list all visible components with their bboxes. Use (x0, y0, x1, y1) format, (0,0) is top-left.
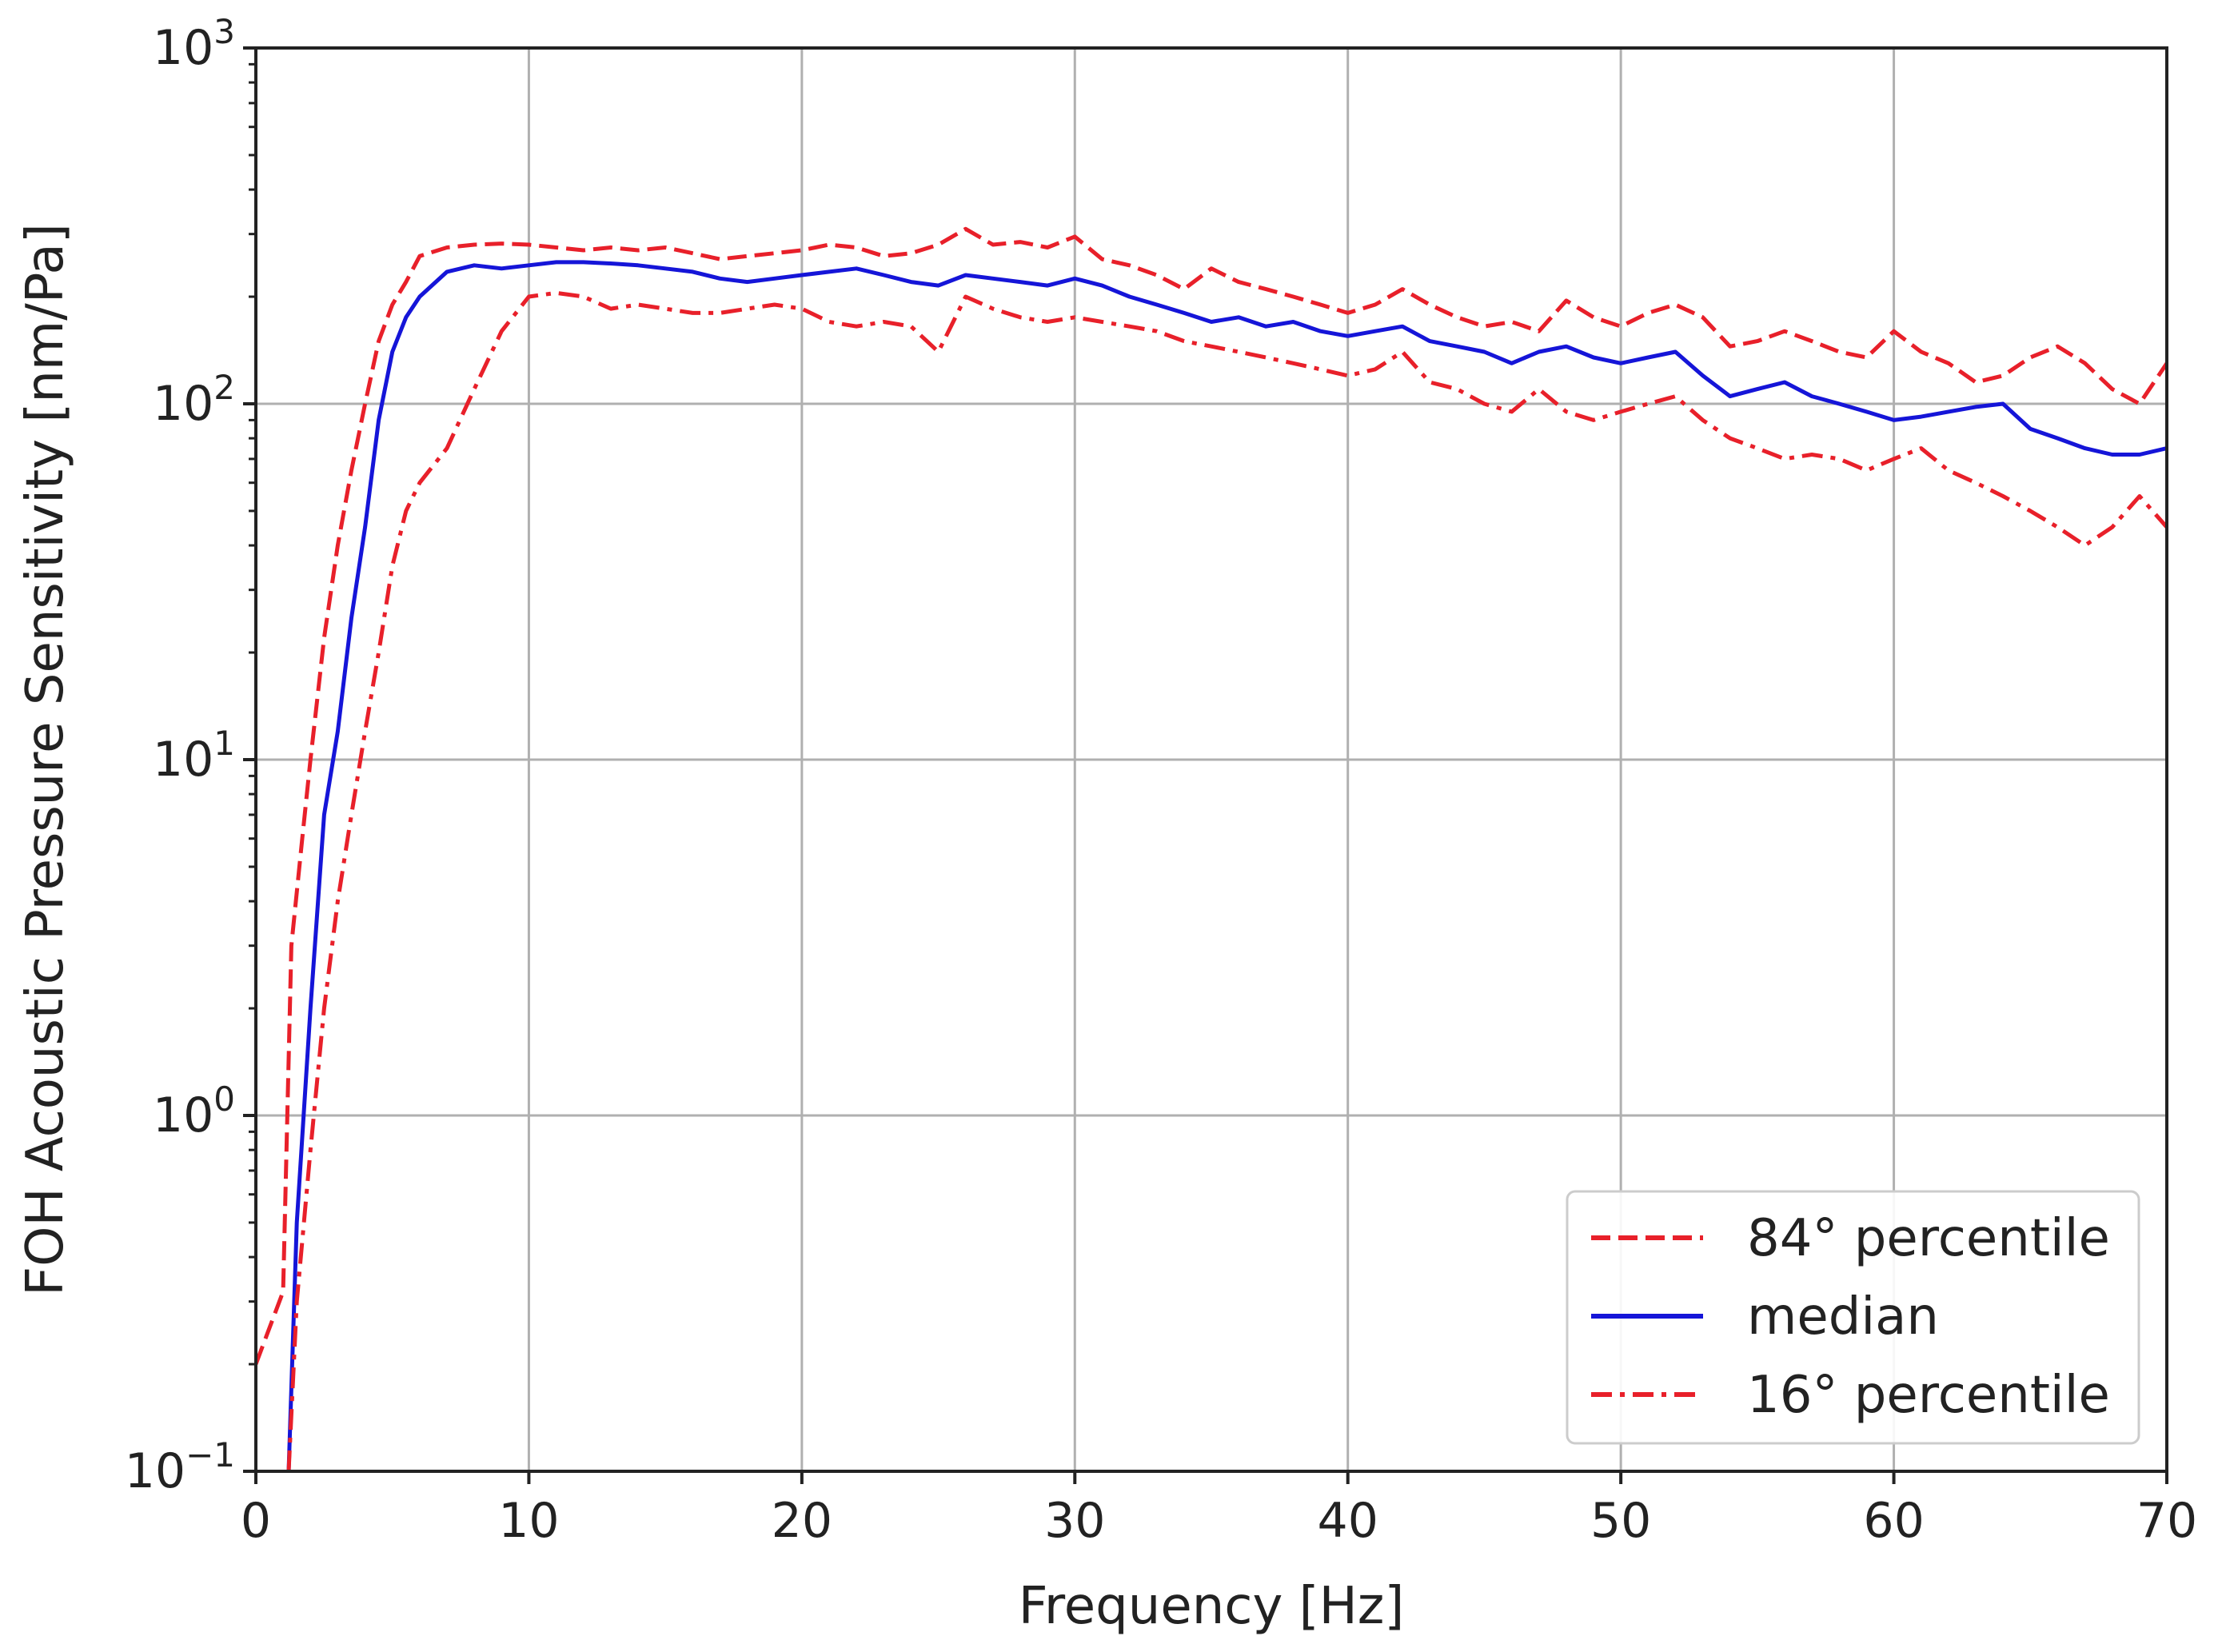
x-tick-label: 10 (498, 1493, 559, 1549)
legend-box (1566, 1190, 2140, 1445)
y-tick-exponent: 2 (213, 368, 235, 407)
legend: 84° percentile median 16° percentile (1566, 1190, 2140, 1445)
legend-label: median (1747, 1287, 1939, 1347)
x-tick-label: 50 (1590, 1493, 1651, 1549)
y-tick-label: 10−1 (125, 1435, 235, 1499)
x-axis: 0 10 20 30 40 50 60 70 (241, 1471, 2197, 1549)
y-tick-exponent: −1 (185, 1435, 235, 1474)
y-tick-label: 102 (153, 368, 235, 432)
y-tick-base: 10 (153, 1087, 213, 1143)
y-tick-label: 101 (153, 724, 235, 788)
y-tick-base: 10 (153, 732, 213, 788)
x-tick-label: 70 (2136, 1493, 2197, 1549)
legend-label: 84° percentile (1747, 1209, 2110, 1268)
x-tick-label: 0 (241, 1493, 271, 1549)
y-tick-exponent: 1 (213, 724, 235, 763)
series-layer (253, 226, 2169, 1472)
series-line-0 (253, 226, 2169, 1365)
y-tick-base: 10 (125, 1443, 185, 1499)
y-tick-base: 10 (153, 20, 213, 76)
y-tick-exponent: 3 (213, 12, 235, 51)
x-tick-label: 20 (772, 1493, 832, 1549)
series-line-2 (286, 290, 2168, 1472)
x-tick-label: 40 (1318, 1493, 1378, 1549)
x-axis-title: Frequency [Hz] (1019, 1577, 1405, 1636)
x-tick-label: 30 (1044, 1493, 1105, 1549)
legend-entries: 84° percentile median 16° percentile (1591, 1209, 2110, 1425)
x-tick-label: 60 (1863, 1493, 1924, 1549)
series-line-1 (286, 260, 2168, 1472)
y-tick-label: 100 (153, 1079, 235, 1143)
legend-label: 16° percentile (1747, 1366, 2110, 1425)
y-tick-label: 103 (153, 12, 235, 76)
y-axis-title: FOH Acoustic Pressure Sensitivity [nm/Pa… (16, 223, 75, 1295)
y-tick-exponent: 0 (213, 1079, 235, 1119)
y-tick-base: 10 (153, 376, 213, 432)
